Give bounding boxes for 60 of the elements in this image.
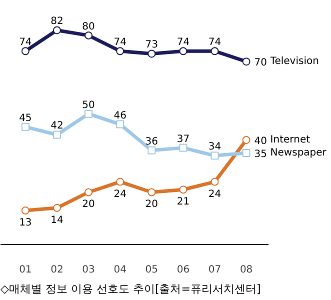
point bbox=[52, 130, 61, 139]
data-label: 74 bbox=[114, 37, 126, 48]
data-label: 70 bbox=[254, 58, 268, 69]
text: Internet bbox=[270, 134, 310, 146]
point bbox=[84, 110, 93, 118]
data-label: 20 bbox=[82, 199, 95, 210]
point bbox=[210, 178, 219, 186]
point bbox=[84, 188, 93, 196]
data-label: 13 bbox=[19, 218, 32, 229]
x-tick-label: 01 bbox=[19, 264, 32, 276]
data-label: 40 bbox=[254, 136, 268, 147]
data-label: 45 bbox=[19, 112, 32, 124]
point bbox=[148, 188, 156, 196]
data-label: 24 bbox=[208, 188, 222, 200]
point bbox=[84, 31, 93, 40]
data-label: 36 bbox=[145, 136, 158, 148]
text: Newspaper bbox=[270, 148, 328, 159]
point bbox=[21, 122, 30, 131]
data-label: 21 bbox=[176, 196, 190, 208]
data-label: 34 bbox=[208, 142, 222, 153]
point bbox=[21, 47, 30, 56]
data-label: 74 bbox=[176, 37, 190, 48]
point bbox=[21, 206, 30, 215]
point bbox=[116, 120, 124, 128]
data-label: 35 bbox=[254, 149, 268, 160]
point bbox=[210, 47, 219, 56]
x-tick-label: 03 bbox=[82, 264, 95, 276]
point bbox=[52, 204, 61, 212]
data-label: 50 bbox=[82, 100, 95, 111]
point bbox=[242, 149, 250, 158]
x-tick-label: 04 bbox=[114, 264, 126, 276]
text: ◇매체별 정보 이용 선호도 추이[출처=퓨리서치센터] bbox=[0, 282, 261, 296]
point bbox=[116, 47, 124, 56]
point bbox=[148, 50, 156, 58]
data-label: 24 bbox=[114, 188, 126, 200]
point bbox=[242, 136, 250, 144]
data-label: 74 bbox=[208, 37, 222, 48]
data-label: 20 bbox=[145, 199, 158, 210]
data-label: 73 bbox=[145, 40, 158, 51]
point bbox=[148, 146, 156, 154]
data-label: 37 bbox=[176, 134, 190, 145]
text: Television bbox=[269, 56, 319, 68]
data-label: 42 bbox=[50, 120, 64, 132]
point bbox=[242, 58, 250, 66]
data-label: 74 bbox=[19, 37, 32, 48]
point bbox=[179, 144, 188, 152]
point bbox=[210, 152, 219, 160]
x-tick-label: 02 bbox=[50, 264, 64, 276]
point bbox=[52, 26, 61, 34]
x-tick-label: 06 bbox=[176, 264, 190, 276]
data-label: 46 bbox=[114, 110, 126, 122]
data-label: 14 bbox=[50, 214, 64, 226]
data-label: 80 bbox=[82, 21, 95, 32]
data-label: 82 bbox=[50, 16, 64, 28]
x-tick-label: 08 bbox=[240, 264, 253, 276]
point bbox=[116, 178, 124, 186]
x-tick-label: 07 bbox=[208, 264, 222, 276]
point bbox=[179, 47, 188, 56]
point bbox=[179, 186, 188, 194]
x-tick-label: 05 bbox=[145, 264, 158, 276]
